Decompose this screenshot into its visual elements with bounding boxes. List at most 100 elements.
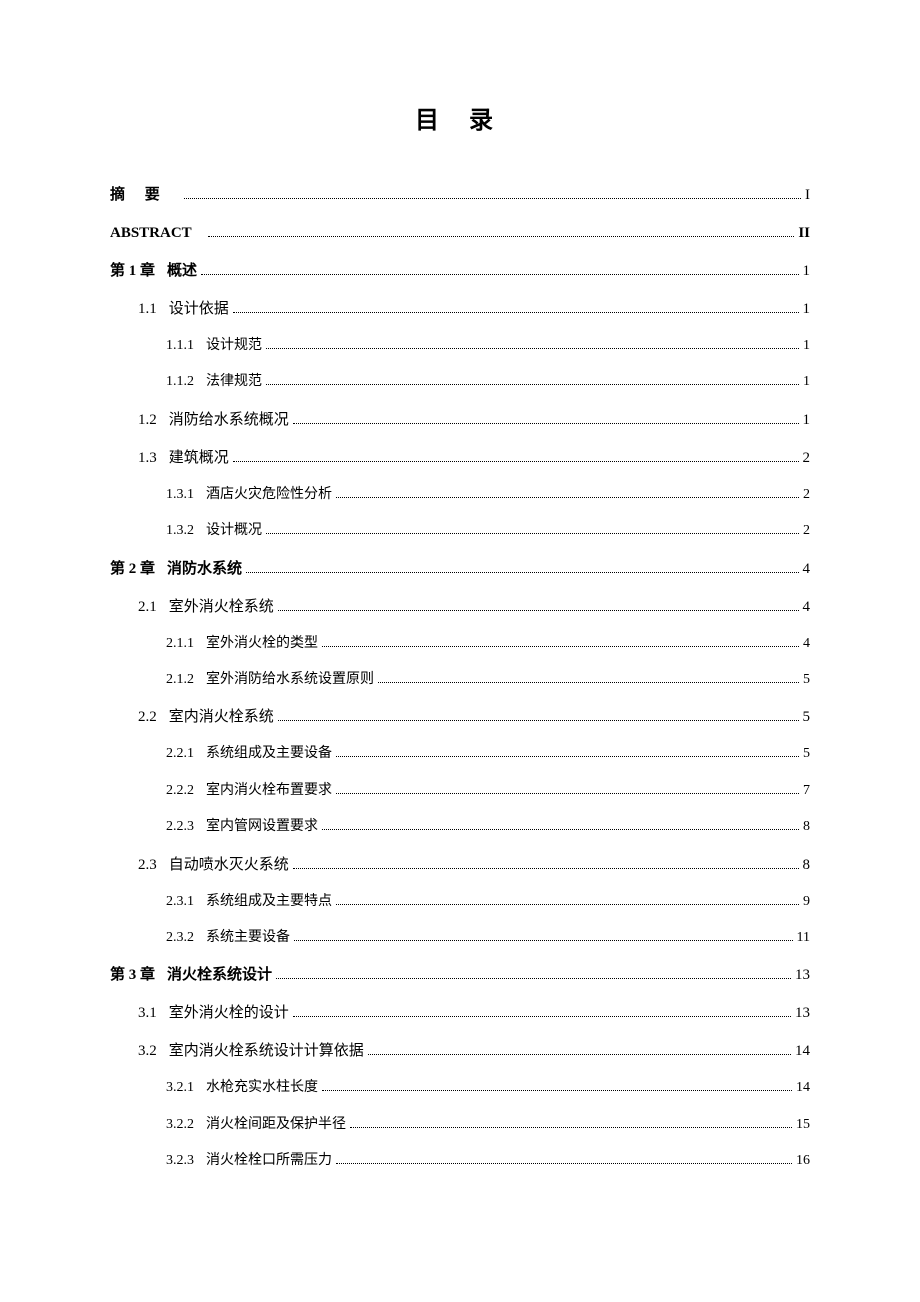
toc-entry-label: 2.3.1 — [166, 891, 194, 913]
toc-entry-text: 室外消火栓的设计 — [169, 1001, 289, 1025]
toc-page-number: 15 — [796, 1114, 810, 1136]
toc-entry-label: 3.2 — [138, 1039, 157, 1063]
toc-entry: 3.2.2消火栓间距及保护半径15 — [166, 1114, 810, 1136]
toc-entry-label: 3.2.1 — [166, 1077, 194, 1099]
toc-page-number: 2 — [803, 484, 810, 506]
toc-page-number: II — [798, 221, 810, 245]
toc-page-number: 2 — [803, 520, 810, 542]
toc-entry-label: 1.2 — [138, 408, 157, 432]
toc-entry-text: 消火栓系统设计 — [167, 963, 272, 987]
toc-dots — [350, 1127, 792, 1128]
toc-page-number: 4 — [803, 633, 810, 655]
toc-dots — [266, 384, 799, 385]
toc-page-number: 1 — [803, 259, 811, 283]
toc-entry-text: 系统组成及主要设备 — [206, 743, 332, 765]
toc-entry-label: 1.1 — [138, 297, 157, 321]
toc-entry-text: 水枪充实水柱长度 — [206, 1077, 318, 1099]
toc-dots — [201, 274, 798, 275]
toc-entry: 2.2.2 室内消火栓布置要求 7 — [166, 780, 810, 802]
toc-entry-text: 室外消火栓的类型 — [206, 633, 318, 655]
toc-entry-label: 2.2.2 — [166, 780, 194, 802]
toc-entry-text: 酒店火灾危险性分析 — [206, 484, 332, 506]
toc-entry: 3.2.1水枪充实水柱长度14 — [166, 1077, 810, 1099]
toc-dots — [233, 461, 799, 462]
toc-entry-text: 概述 — [167, 259, 197, 283]
toc-dots — [246, 572, 798, 573]
toc-dots — [293, 1016, 791, 1017]
toc-entry: 第 1 章概述 1 — [110, 259, 810, 283]
toc-page-number: 11 — [797, 927, 810, 949]
toc-entry: 2.2.3室内管网设置要求8 — [166, 816, 810, 838]
toc-dots — [336, 1163, 792, 1164]
toc-entry-label: 2.2.1 — [166, 743, 194, 765]
toc-page-number: 1 — [803, 408, 811, 432]
toc-entry: 2.3.2 系统主要设备 11 — [166, 927, 810, 949]
toc-page-number: 13 — [795, 963, 810, 987]
toc-dots — [278, 610, 799, 611]
toc-entry-label: 1.3 — [138, 446, 157, 470]
toc-dots — [322, 829, 799, 830]
toc-page-number: 1 — [803, 371, 810, 393]
toc-entry: 1.3.2 设计概况 2 — [166, 520, 810, 542]
toc-entry: 2.2室内消火栓系统5 — [138, 705, 810, 729]
toc-dots — [336, 497, 799, 498]
toc-dots — [184, 198, 801, 199]
toc-entry: 2.3.1系统组成及主要特点9 — [166, 891, 810, 913]
toc-entry: 1.3 建筑概况 2 — [138, 446, 810, 470]
toc-entry-label: 1.3.2 — [166, 520, 194, 542]
toc-entry-label: 摘 要 — [110, 183, 168, 207]
toc-page-number: 8 — [803, 816, 810, 838]
toc-entry: 摘 要I — [110, 183, 810, 207]
toc-entry: 2.1室外消火栓系统4 — [138, 595, 810, 619]
toc-entry: 1.3.1 酒店火灾危险性分析 2 — [166, 484, 810, 506]
toc-entry-text: 系统主要设备 — [206, 927, 290, 949]
toc-entry-label: 2.1.2 — [166, 669, 194, 691]
toc-entry-text: 消防水系统 — [167, 557, 242, 581]
toc-entry-label: 2.2.3 — [166, 816, 194, 838]
toc-dots — [368, 1054, 791, 1055]
toc-page-number: 13 — [795, 1001, 810, 1025]
toc-dots — [336, 904, 799, 905]
toc-entry: 1.1.1设计规范1 — [166, 335, 810, 357]
toc-entry-text: 设计规范 — [206, 335, 262, 357]
toc-container: 摘 要IABSTRACTII第 1 章概述11.1设计依据11.1.1设计规范1… — [110, 183, 810, 1172]
toc-entry-label: 2.3 — [138, 853, 157, 877]
toc-entry-label: 第 3 章 — [110, 963, 155, 987]
toc-entry-label: 1.3.1 — [166, 484, 194, 506]
toc-page-number: 5 — [803, 669, 810, 691]
toc-dots — [266, 533, 799, 534]
toc-dots — [208, 236, 795, 237]
toc-entry: 2.2.1 系统组成及主要设备 5 — [166, 743, 810, 765]
toc-entry-text: 建筑概况 — [169, 446, 229, 470]
toc-entry-text: 设计依据 — [169, 297, 229, 321]
toc-dots — [336, 756, 799, 757]
toc-entry-text: 消防给水系统概况 — [169, 408, 289, 432]
toc-dots — [266, 348, 799, 349]
toc-dots — [378, 682, 799, 683]
toc-page-number: 14 — [795, 1039, 810, 1063]
toc-page-number: 1 — [803, 297, 811, 321]
toc-entry-label: 2.3.2 — [166, 927, 194, 949]
toc-dots — [336, 793, 799, 794]
toc-entry: 1.2 消防给水系统概况 1 — [138, 408, 810, 432]
toc-entry-text: 设计概况 — [206, 520, 262, 542]
toc-page-number: 5 — [803, 743, 810, 765]
toc-entry-label: 3.2.3 — [166, 1150, 194, 1172]
toc-page-number: 2 — [803, 446, 811, 470]
toc-dots — [293, 868, 799, 869]
toc-entry: 1.1.2法律规范1 — [166, 371, 810, 393]
toc-entry: 2.1.1 室外消火栓的类型 4 — [166, 633, 810, 655]
toc-entry-label: 3.1 — [138, 1001, 157, 1025]
toc-entry: 2.1.2室外消防给水系统设置原则5 — [166, 669, 810, 691]
toc-dots — [294, 940, 793, 941]
toc-entry-label: 2.1.1 — [166, 633, 194, 655]
toc-entry-text: 室内消火栓布置要求 — [206, 780, 332, 802]
toc-page-number: 4 — [803, 595, 811, 619]
toc-dots — [276, 978, 791, 979]
toc-entry-label: 第 1 章 — [110, 259, 155, 283]
toc-entry-label: 第 2 章 — [110, 557, 155, 581]
toc-entry-label: 1.1.2 — [166, 371, 194, 393]
toc-page-number: 16 — [796, 1150, 810, 1172]
toc-page-number: 7 — [803, 780, 810, 802]
toc-entry: 第 3 章消火栓系统设计 13 — [110, 963, 810, 987]
